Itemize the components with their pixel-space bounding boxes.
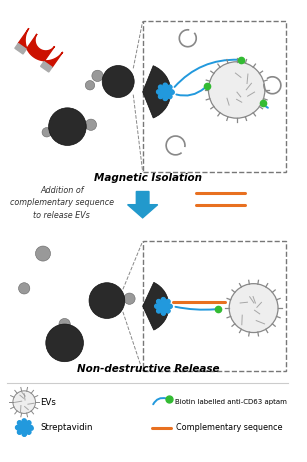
- Circle shape: [124, 293, 135, 304]
- Polygon shape: [18, 28, 63, 67]
- Text: Complementary sequence: Complementary sequence: [177, 423, 283, 432]
- Text: Addition of
complementary sequence
to release EVs: Addition of complementary sequence to re…: [10, 186, 114, 220]
- Circle shape: [29, 426, 33, 430]
- Circle shape: [16, 426, 20, 430]
- Text: Magnetic Isolation: Magnetic Isolation: [94, 173, 202, 183]
- Circle shape: [166, 299, 170, 304]
- Circle shape: [170, 90, 174, 94]
- Circle shape: [161, 311, 165, 315]
- Circle shape: [18, 283, 30, 294]
- Circle shape: [157, 309, 161, 313]
- Circle shape: [102, 66, 134, 97]
- Circle shape: [59, 318, 70, 330]
- Circle shape: [163, 97, 167, 101]
- Circle shape: [89, 283, 125, 318]
- Circle shape: [157, 299, 161, 304]
- Circle shape: [85, 80, 95, 90]
- Circle shape: [158, 94, 163, 98]
- Circle shape: [168, 94, 172, 98]
- Circle shape: [168, 304, 172, 308]
- Wedge shape: [143, 66, 171, 118]
- Circle shape: [92, 70, 103, 81]
- Polygon shape: [128, 192, 158, 218]
- Circle shape: [163, 83, 167, 87]
- Circle shape: [42, 128, 52, 137]
- Circle shape: [168, 85, 172, 89]
- Circle shape: [27, 430, 31, 434]
- Text: Streptavidin: Streptavidin: [40, 423, 93, 432]
- Circle shape: [161, 298, 165, 302]
- Circle shape: [22, 425, 26, 430]
- Polygon shape: [41, 61, 52, 72]
- Circle shape: [36, 246, 51, 261]
- Circle shape: [22, 432, 26, 436]
- Circle shape: [49, 108, 86, 146]
- Circle shape: [155, 304, 159, 308]
- Wedge shape: [143, 282, 169, 330]
- Circle shape: [161, 304, 166, 309]
- Circle shape: [27, 421, 31, 425]
- Polygon shape: [15, 43, 26, 54]
- Text: EVs: EVs: [40, 398, 56, 407]
- Circle shape: [22, 419, 26, 423]
- Circle shape: [163, 90, 168, 94]
- Circle shape: [166, 309, 170, 313]
- Circle shape: [13, 391, 36, 413]
- Circle shape: [17, 430, 21, 434]
- Circle shape: [85, 119, 97, 130]
- Text: Biotin labelled anti-CD63 aptam: Biotin labelled anti-CD63 aptam: [175, 399, 286, 405]
- Circle shape: [158, 85, 163, 89]
- Circle shape: [46, 324, 84, 362]
- Circle shape: [208, 62, 265, 118]
- Circle shape: [17, 421, 21, 425]
- Text: Non-destructive Release: Non-destructive Release: [77, 364, 220, 374]
- Circle shape: [229, 284, 278, 333]
- Circle shape: [157, 90, 161, 94]
